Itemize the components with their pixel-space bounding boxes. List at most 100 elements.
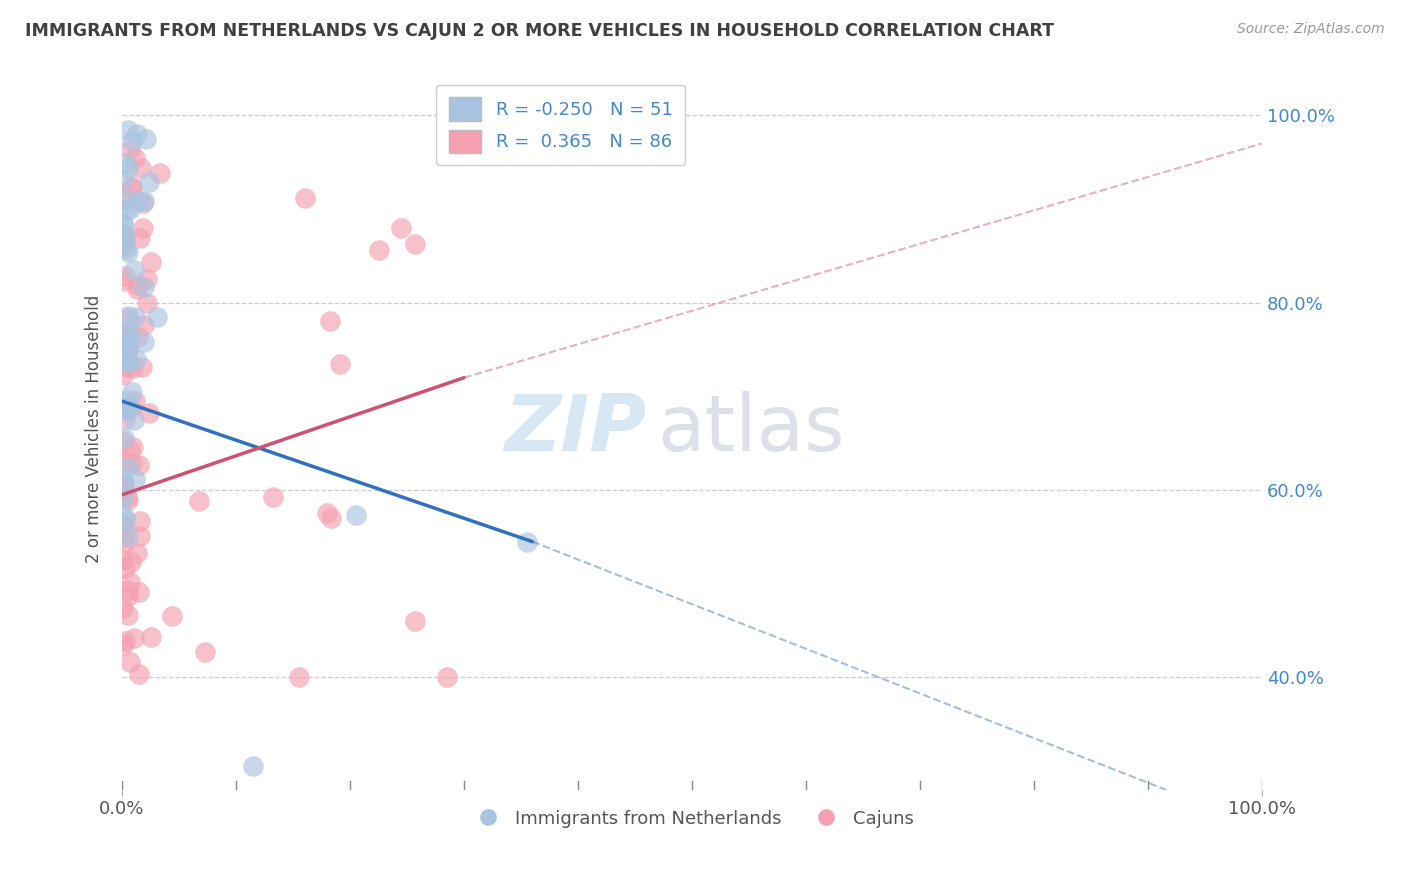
Point xyxy=(112,485,135,500)
Point xyxy=(112,434,135,448)
Point xyxy=(112,274,135,288)
Text: Source: ZipAtlas.com: Source: ZipAtlas.com xyxy=(1237,22,1385,37)
Point xyxy=(117,310,139,325)
Point xyxy=(125,282,148,296)
Y-axis label: 2 or more Vehicles in Household: 2 or more Vehicles in Household xyxy=(86,295,103,564)
Point xyxy=(128,458,150,472)
Point xyxy=(135,272,157,286)
Point xyxy=(344,508,367,523)
Point xyxy=(122,413,145,427)
Point xyxy=(132,334,155,349)
Point xyxy=(112,217,135,231)
Point xyxy=(124,310,146,324)
Point xyxy=(117,460,139,475)
Point xyxy=(138,175,160,189)
Point xyxy=(404,237,426,252)
Point xyxy=(139,255,162,269)
Point xyxy=(162,608,184,623)
Point xyxy=(389,220,412,235)
Point xyxy=(115,513,138,527)
Point xyxy=(112,326,135,341)
Point xyxy=(294,190,316,204)
Point xyxy=(114,335,136,350)
Point xyxy=(118,355,141,369)
Point xyxy=(128,667,150,681)
Point xyxy=(128,194,150,209)
Point xyxy=(127,277,149,292)
Point xyxy=(131,221,153,235)
Point xyxy=(127,330,149,344)
Point xyxy=(122,440,145,454)
Point xyxy=(436,671,458,685)
Point xyxy=(112,536,135,550)
Point xyxy=(112,519,135,533)
Point xyxy=(128,514,150,528)
Point xyxy=(121,181,143,195)
Text: ZIP: ZIP xyxy=(505,392,647,467)
Point xyxy=(115,355,138,369)
Point xyxy=(138,405,160,419)
Point xyxy=(115,359,138,374)
Point xyxy=(112,403,135,417)
Point xyxy=(112,454,135,468)
Point xyxy=(124,472,146,486)
Point xyxy=(117,393,139,408)
Point xyxy=(112,172,135,186)
Point xyxy=(112,337,135,351)
Point xyxy=(112,639,135,653)
Point xyxy=(118,400,141,414)
Point xyxy=(115,329,138,343)
Point xyxy=(132,280,155,294)
Point xyxy=(141,630,163,644)
Point xyxy=(117,350,139,364)
Point xyxy=(132,196,155,211)
Text: atlas: atlas xyxy=(658,392,845,467)
Point xyxy=(117,342,139,356)
Point xyxy=(117,607,139,622)
Point xyxy=(112,218,135,232)
Point xyxy=(117,123,139,137)
Point xyxy=(112,491,135,505)
Point xyxy=(117,341,139,355)
Point xyxy=(131,359,153,374)
Point xyxy=(112,530,135,544)
Point xyxy=(120,401,142,416)
Point xyxy=(114,232,136,246)
Point xyxy=(114,156,136,170)
Point xyxy=(117,582,139,597)
Point xyxy=(122,361,145,376)
Point xyxy=(127,546,149,560)
Point xyxy=(128,585,150,599)
Point xyxy=(112,237,135,252)
Point xyxy=(117,529,139,543)
Point xyxy=(117,161,139,175)
Point xyxy=(112,227,135,242)
Point xyxy=(115,242,138,256)
Point xyxy=(121,134,143,148)
Point xyxy=(117,309,139,323)
Point xyxy=(114,412,136,426)
Point xyxy=(115,341,138,355)
Point xyxy=(129,161,152,175)
Point xyxy=(112,227,135,242)
Point xyxy=(146,310,169,324)
Point xyxy=(121,385,143,400)
Point xyxy=(368,244,391,258)
Point xyxy=(132,318,155,332)
Point xyxy=(188,494,211,508)
Point xyxy=(117,493,139,508)
Point xyxy=(124,151,146,165)
Point xyxy=(135,131,157,145)
Point xyxy=(120,556,142,570)
Point xyxy=(404,614,426,628)
Point xyxy=(118,202,141,216)
Point xyxy=(129,529,152,543)
Point xyxy=(115,203,138,218)
Point xyxy=(122,262,145,277)
Point xyxy=(120,331,142,345)
Point xyxy=(118,655,141,669)
Point xyxy=(321,511,343,525)
Point xyxy=(114,332,136,346)
Point xyxy=(112,368,135,383)
Point xyxy=(262,490,284,504)
